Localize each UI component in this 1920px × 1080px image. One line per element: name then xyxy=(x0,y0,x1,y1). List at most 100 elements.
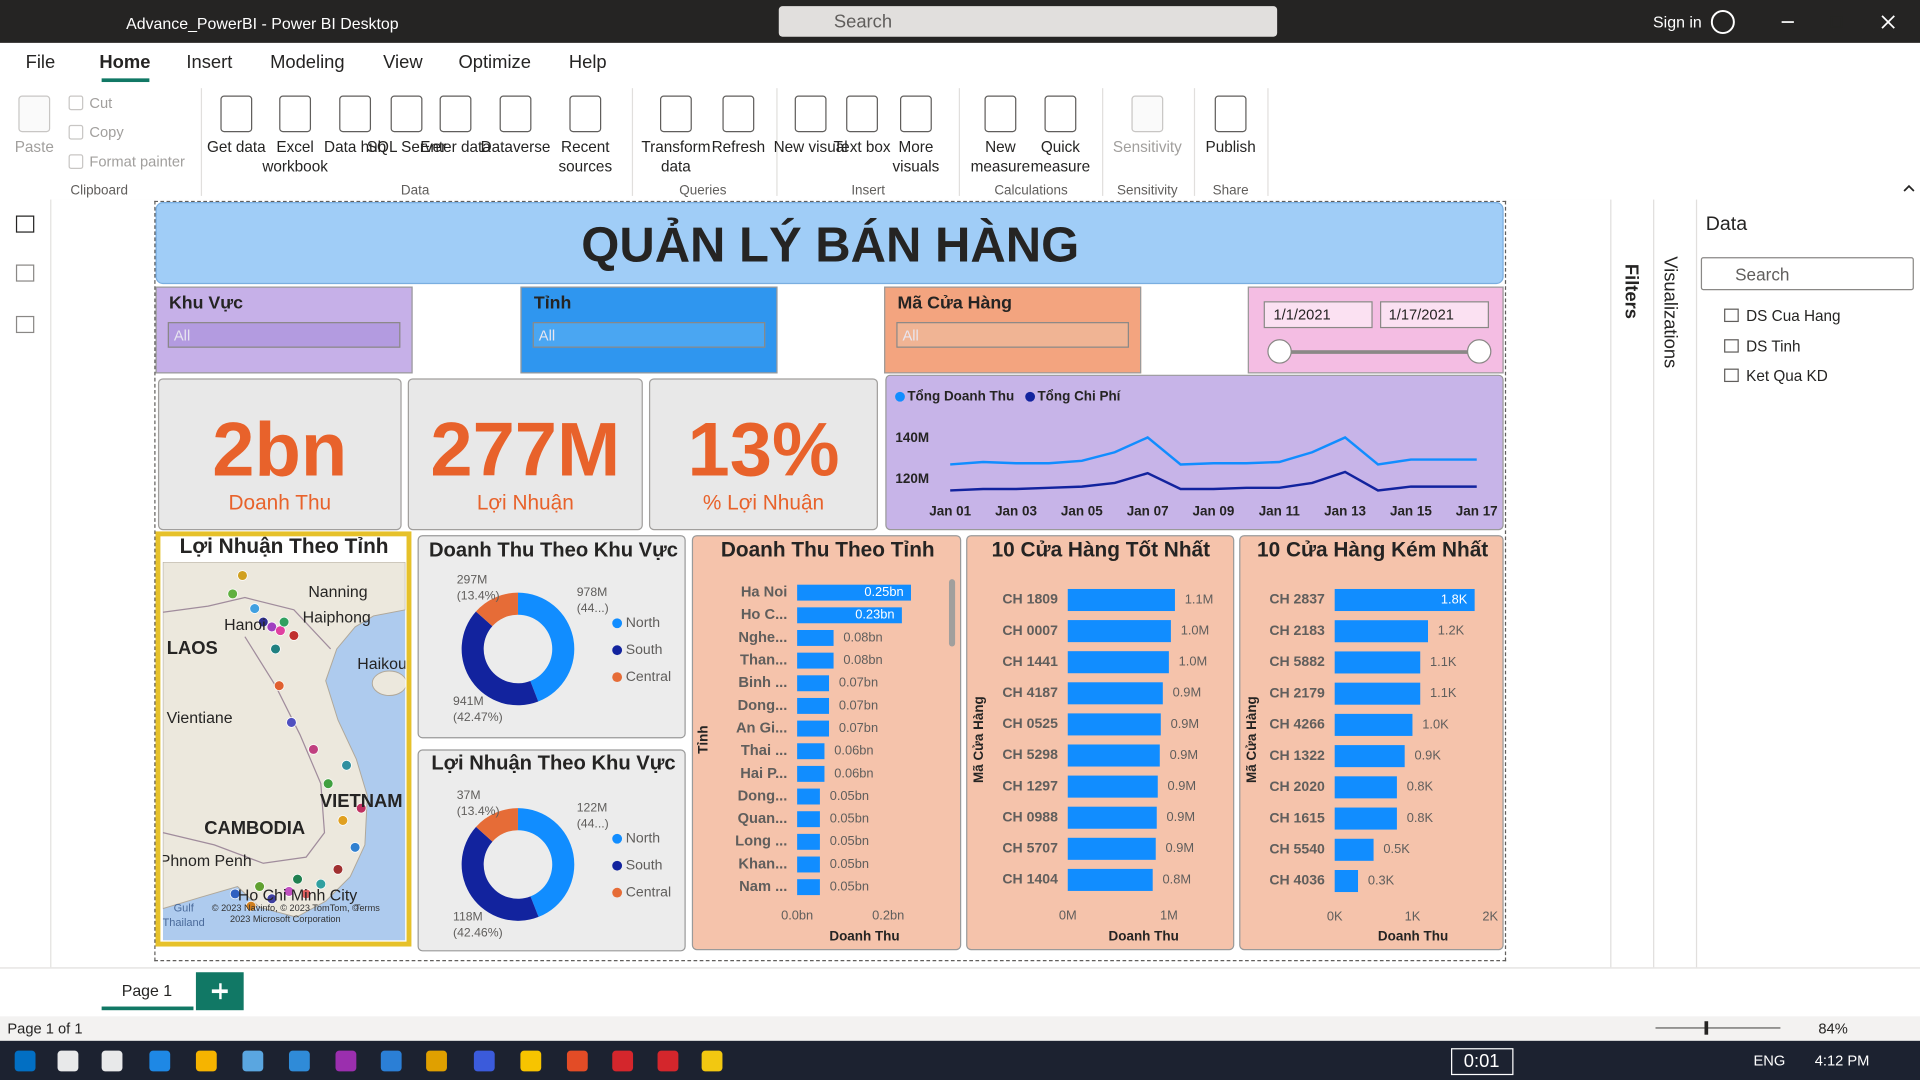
data-label: 1.1K xyxy=(1430,685,1457,700)
map-bubble xyxy=(258,616,269,628)
taskbar-icon[interactable] xyxy=(14,1050,36,1072)
ribbon-button[interactable]: Enter data xyxy=(420,138,491,156)
date-slider-handle[interactable] xyxy=(1267,339,1292,364)
data-label: 0.05bn xyxy=(830,788,869,803)
ribbon-button[interactable]: Get data xyxy=(206,138,266,156)
x-tick-label: 0.2bn xyxy=(872,907,904,922)
date-box[interactable] xyxy=(1263,301,1373,329)
taskbar-icon[interactable] xyxy=(149,1050,171,1072)
ribbon-button[interactable]: Recent sources xyxy=(558,138,613,176)
taskbar-icon[interactable] xyxy=(520,1050,542,1072)
data-search[interactable] xyxy=(1700,257,1914,291)
taskbar-icon[interactable] xyxy=(473,1050,495,1072)
menu-tab[interactable]: Optimize xyxy=(458,52,531,73)
menu-tab[interactable]: Home xyxy=(99,52,151,73)
page-tabs-bar xyxy=(0,967,1920,1017)
bar xyxy=(797,607,902,624)
date-end[interactable]: 1/17/2021 xyxy=(1388,306,1454,324)
ribbon-button[interactable]: Paste xyxy=(14,138,54,156)
x-tick-label: Jan 05 xyxy=(1061,503,1103,518)
y-tick-label: CH 1441 xyxy=(1002,653,1058,669)
menu-tab[interactable]: Modeling xyxy=(270,52,345,73)
timer-box[interactable] xyxy=(1451,1048,1514,1076)
date-slider-handle[interactable] xyxy=(1466,339,1492,364)
taskbar-icon[interactable] xyxy=(701,1050,723,1072)
y-tick-label: Nghe... xyxy=(738,630,787,646)
ribbon-small-button[interactable]: Cut xyxy=(89,94,113,112)
report-selection xyxy=(154,200,1507,962)
slicer-dropdown[interactable] xyxy=(532,322,766,348)
map-bubble xyxy=(349,842,361,853)
page-tab[interactable] xyxy=(101,973,194,1011)
menu-tab[interactable]: Insert xyxy=(186,52,233,73)
data-label: 0.5K xyxy=(1383,841,1410,856)
taskbar-icon[interactable] xyxy=(657,1050,679,1072)
visualizations-pane[interactable] xyxy=(1653,199,1696,968)
x-tick-label: Jan 11 xyxy=(1259,503,1301,518)
taskbar-icon[interactable] xyxy=(242,1050,264,1072)
ribbon-button[interactable]: Sensitivity xyxy=(1112,138,1182,156)
ribbon-button[interactable]: SQL Server xyxy=(366,138,447,156)
menu-tab[interactable]: Help xyxy=(568,52,607,73)
data-search-placeholder[interactable]: Search xyxy=(1735,264,1790,285)
taskbar-icon[interactable] xyxy=(335,1050,357,1072)
taskbar-icon[interactable] xyxy=(195,1050,217,1072)
slicer-value[interactable]: All xyxy=(538,326,556,345)
slicer-dropdown[interactable] xyxy=(896,322,1129,348)
ribbon-icon xyxy=(220,95,253,133)
page-tab-label[interactable]: Page 1 xyxy=(121,981,173,1000)
legend-marker xyxy=(612,887,623,898)
zoom-level[interactable]: 84% xyxy=(1818,1020,1848,1038)
ribbon-button[interactable]: Publish xyxy=(1205,138,1256,156)
table-item[interactable]: DS Tinh xyxy=(1746,337,1801,355)
nav-icon[interactable] xyxy=(15,215,35,233)
search-placeholder[interactable]: Search xyxy=(833,11,893,33)
taskbar-icon[interactable] xyxy=(566,1050,588,1072)
legend-label: North xyxy=(626,614,660,630)
nav-icon[interactable] xyxy=(15,264,35,282)
data-label: 1.0M xyxy=(1181,622,1210,637)
ribbon-button[interactable]: Excel workbook xyxy=(262,138,328,176)
ribbon-icon xyxy=(390,95,423,133)
ribbon-button[interactable]: Quick measure xyxy=(1030,138,1091,176)
taskbar-icon[interactable] xyxy=(57,1050,79,1072)
ribbon-button[interactable]: Transform data xyxy=(641,138,711,176)
ribbon-button[interactable]: More visuals xyxy=(892,138,940,176)
bar xyxy=(1334,682,1421,705)
ribbon-icon xyxy=(279,95,312,133)
y-tick-label: Thai ... xyxy=(741,743,788,759)
taskbar-icon[interactable] xyxy=(101,1050,123,1072)
taskbar-icon[interactable] xyxy=(288,1050,310,1072)
taskbar-icon[interactable] xyxy=(426,1050,447,1072)
ribbon-button[interactable]: Data hub xyxy=(324,138,387,156)
sign-in[interactable]: Sign in xyxy=(1653,12,1702,32)
date-start[interactable]: 1/1/2021 xyxy=(1273,306,1331,324)
x-tick-label: Jan 03 xyxy=(995,503,1037,518)
search-box[interactable] xyxy=(778,6,1278,37)
ribbon-button[interactable]: Text box xyxy=(833,138,891,156)
date-box[interactable] xyxy=(1380,301,1489,329)
slicer-value[interactable]: All xyxy=(173,326,191,345)
taskbar-icon[interactable] xyxy=(380,1050,402,1072)
window-title: Advance_PowerBI - Power BI Desktop xyxy=(126,14,399,33)
menu-tab[interactable]: View xyxy=(383,52,423,73)
taskbar-icon[interactable] xyxy=(612,1050,634,1072)
filters-label[interactable]: Filters xyxy=(1620,263,1642,319)
zoom-thumb[interactable] xyxy=(1704,1021,1709,1035)
table-item[interactable]: Ket Qua KD xyxy=(1746,367,1828,385)
ribbon-button[interactable]: New measure xyxy=(970,138,1031,176)
x-axis-title: Doanh Thu xyxy=(1378,928,1448,943)
slicer-value[interactable]: All xyxy=(902,326,919,345)
ribbon-button[interactable]: Dataverse xyxy=(480,138,551,156)
kpi-card xyxy=(157,378,402,531)
filters-pane[interactable] xyxy=(1610,199,1654,968)
ribbon-small-button[interactable]: Format painter xyxy=(89,153,185,171)
menu-tab[interactable]: File xyxy=(25,52,56,73)
ribbon-button[interactable]: Refresh xyxy=(711,138,766,156)
ribbon-button[interactable]: New visual xyxy=(773,138,848,156)
ribbon-small-button[interactable]: Copy xyxy=(89,123,124,141)
slicer-dropdown[interactable] xyxy=(167,322,401,348)
visualizations-label[interactable]: Visualizations xyxy=(1659,256,1681,369)
table-item[interactable]: DS Cua Hang xyxy=(1746,307,1841,325)
nav-icon[interactable] xyxy=(15,315,35,334)
